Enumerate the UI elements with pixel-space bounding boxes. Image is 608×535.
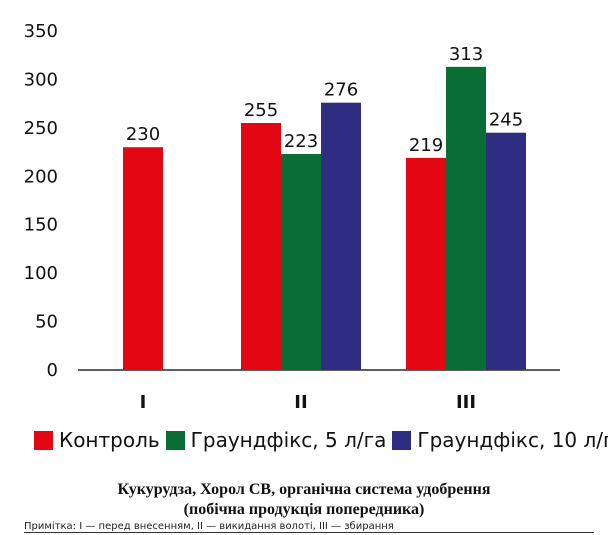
footnote-rule <box>24 532 594 533</box>
bar-value-label: 276 <box>324 80 358 101</box>
bar-value-label: 230 <box>126 124 160 145</box>
y-axis: 0 50 100 150 200 250 300 350 <box>24 21 58 381</box>
legend-label: Контроль <box>59 428 160 452</box>
legend-item-control: Контроль <box>34 428 160 452</box>
bar <box>486 132 526 370</box>
bar-value-label: 219 <box>409 135 443 156</box>
bars <box>123 66 526 370</box>
legend-item-10l: Граундфікс, 10 л/га <box>392 428 608 452</box>
y-tick-label: 300 <box>24 69 58 90</box>
y-tick-label: 200 <box>24 166 58 187</box>
legend-item-5l: Граундфікс, 5 л/га <box>165 428 387 452</box>
bar <box>123 147 163 370</box>
bar <box>241 123 281 370</box>
data-labels: 230 255 223 276 219 313 245 <box>126 44 523 156</box>
y-tick-label: 250 <box>24 118 58 139</box>
y-tick-label: 150 <box>24 215 58 236</box>
x-tick-label: III <box>456 392 476 413</box>
legend-label: Граундфікс, 10 л/га <box>417 428 608 452</box>
y-tick-label: 50 <box>35 312 58 333</box>
legend-swatch <box>165 430 185 450</box>
legend-swatch <box>392 430 412 450</box>
bar-value-label: 255 <box>244 100 278 121</box>
bar <box>321 102 361 370</box>
bar <box>406 157 446 370</box>
x-tick-label: II <box>294 392 307 413</box>
x-tick-label: I <box>140 392 147 413</box>
bar <box>446 66 486 370</box>
caption-line-1: Кукурудза, Хорол СВ, органічна система у… <box>117 481 491 498</box>
caption-line-2: (побічна продукція попередника) <box>183 501 425 518</box>
y-tick-label: 350 <box>24 21 58 42</box>
legend-label: Граундфікс, 5 л/га <box>190 428 387 452</box>
bar-value-label: 313 <box>449 44 483 65</box>
bar-value-label: 245 <box>489 110 523 131</box>
legend: Контроль Граундфікс, 5 л/га Граундфікс, … <box>34 425 608 455</box>
figure-caption: Кукурудза, Хорол СВ, органічна система у… <box>0 480 608 520</box>
x-axis: I II III <box>140 392 476 413</box>
bar <box>281 154 321 370</box>
footnote: Примітка: I — перед внесенням, II — вики… <box>24 521 394 532</box>
y-tick-label: 100 <box>24 263 58 284</box>
y-tick-label: 0 <box>47 360 58 381</box>
legend-swatch <box>34 430 53 450</box>
bar-chart: 0 50 100 150 200 250 300 350 230 255 223 276 219 313… <box>24 21 560 413</box>
bar-value-label: 223 <box>284 131 318 152</box>
